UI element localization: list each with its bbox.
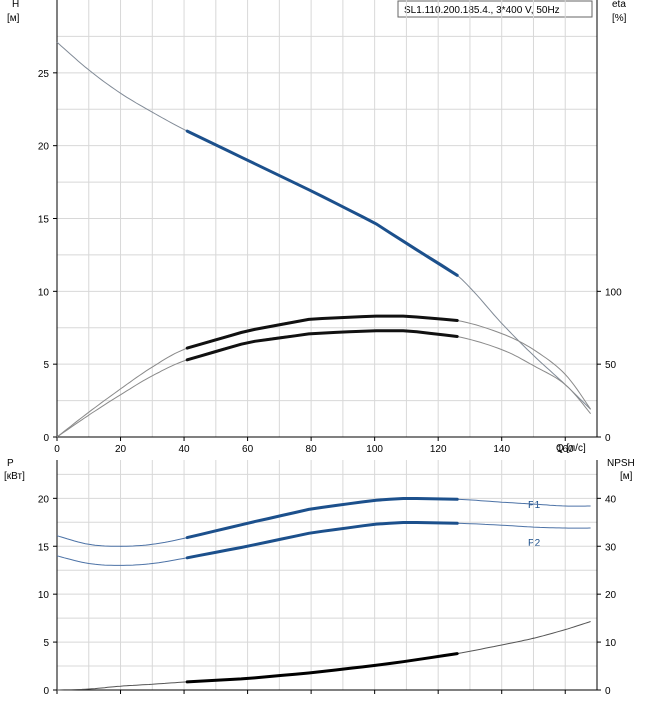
x-tick-label: 60: [242, 444, 254, 455]
right-tick-label: 30: [605, 542, 617, 553]
series-line-eta_low: [57, 330, 591, 437]
left-tick-label: 5: [43, 638, 49, 649]
right-tick-label: 0: [605, 686, 611, 697]
series-line-npsh: [57, 622, 591, 691]
left-tick-label: 5: [43, 360, 49, 371]
p2-series-label: P2: [528, 538, 541, 549]
pump-model-label: SL1.110.200.185.4., 3*400 V, 50Hz: [404, 5, 560, 16]
right-tick-label: 20: [605, 590, 617, 601]
left-tick-label: 0: [43, 433, 49, 444]
series-line-p2: [57, 522, 591, 565]
npsh-axis-label: NPSH: [607, 458, 635, 469]
x-tick-label: 20: [115, 444, 127, 455]
left-tick-label: 20: [38, 494, 50, 505]
p1-series-label: P1: [528, 500, 541, 511]
right-tick-label: 40: [605, 494, 617, 505]
right-tick-label: 10: [605, 638, 617, 649]
power-npsh-chart: 0 5 10 15 20 0 10 20 30 40: [38, 460, 617, 697]
x-tick-label: 80: [306, 444, 318, 455]
x-tick-label: 40: [178, 444, 190, 455]
power-axis-label: P: [7, 458, 14, 469]
power-axis-unit: [кВт]: [4, 471, 25, 482]
head-efficiency-chart: 0 5 10 15 20 25 0 50 100 0 20 40 60 80 100 120 140 160: [38, 0, 622, 455]
head-axis-unit: [м]: [7, 13, 20, 24]
eta-axis-label: eta: [612, 0, 626, 10]
x-tick-label: 160: [557, 444, 574, 455]
series-operating-range-h: [187, 131, 457, 275]
x-tick-label: 140: [493, 444, 510, 455]
left-tick-label: 20: [38, 142, 50, 153]
series-operating-range-npsh: [187, 654, 457, 682]
npsh-axis-unit: [м]: [620, 471, 633, 482]
head-axis-label: H: [12, 0, 19, 10]
x-tick-label: 0: [54, 444, 60, 455]
eta-axis-unit: [%]: [612, 13, 627, 24]
left-tick-label: 10: [38, 287, 50, 298]
x-tick-label: 120: [430, 444, 447, 455]
left-tick-label: 0: [43, 686, 49, 697]
left-tick-label: 25: [38, 69, 50, 80]
series-line-h: [57, 42, 591, 409]
left-tick-label: 15: [38, 215, 50, 226]
left-tick-label: 10: [38, 590, 50, 601]
left-tick-label: 15: [38, 542, 50, 553]
right-tick-label: 50: [605, 360, 617, 371]
x-tick-label: 100: [366, 444, 383, 455]
right-tick-label: 100: [605, 287, 622, 298]
right-tick-label: 0: [605, 433, 611, 444]
